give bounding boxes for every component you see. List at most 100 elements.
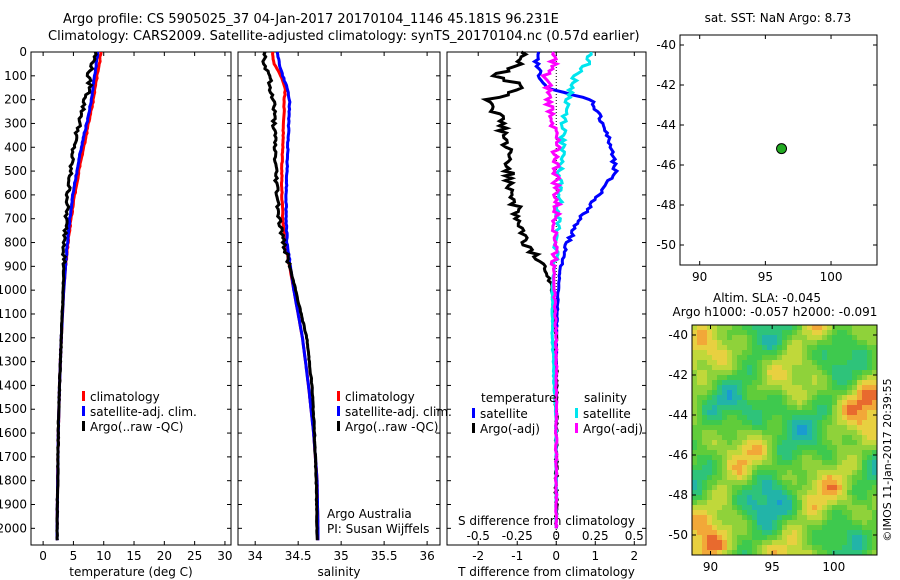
heatmap-cell: [812, 545, 818, 551]
heatmap-cell: [872, 390, 877, 396]
heatmap-cell: [727, 380, 733, 386]
heatmap-cell: [722, 450, 728, 456]
heatmap-cell: [822, 330, 828, 336]
heatmap-cell: [777, 500, 783, 506]
heatmap-cell: [767, 350, 773, 356]
heatmap-cell: [857, 440, 863, 446]
heatmap-cell: [722, 430, 728, 436]
heatmap-cell: [792, 415, 798, 421]
heatmap-cell: [697, 505, 703, 511]
heatmap-cell: [792, 405, 798, 411]
heatmap-cell: [702, 510, 708, 516]
heatmap-cell: [842, 425, 848, 431]
heatmap-cell: [762, 535, 768, 541]
heatmap-cell: [712, 330, 718, 336]
heatmap-cell: [867, 405, 873, 411]
heatmap-cell: [752, 330, 758, 336]
heatmap-cell: [737, 385, 743, 391]
heatmap-cell: [817, 340, 823, 346]
heatmap-cell: [737, 530, 743, 536]
heatmap-cell: [842, 525, 848, 531]
heatmap-cell: [842, 325, 848, 331]
heatmap-cell: [822, 465, 828, 471]
heatmap-cell: [697, 485, 703, 491]
heatmap-cell: [712, 500, 718, 506]
heatmap-cell: [867, 340, 873, 346]
x-tick-label: 100: [820, 270, 843, 284]
heatmap-cell: [777, 400, 783, 406]
y-tick-label: 1800: [0, 474, 27, 488]
heatmap-cell: [727, 335, 733, 341]
heatmap-cell: [807, 330, 813, 336]
heatmap-cell: [717, 330, 723, 336]
heatmap-cell: [792, 400, 798, 406]
heatmap-cell: [767, 360, 773, 366]
heatmap-cell: [742, 425, 748, 431]
heatmap-cell: [867, 345, 873, 351]
heatmap-cell: [852, 540, 858, 546]
heatmap-cell: [852, 430, 858, 436]
heatmap-cell: [737, 450, 743, 456]
heatmap-cell: [832, 495, 838, 501]
heatmap-cell: [817, 545, 823, 551]
heatmap-cell: [822, 385, 828, 391]
heatmap-cell: [712, 530, 718, 536]
heatmap-cell: [772, 345, 778, 351]
heatmap-cell: [732, 530, 738, 536]
heatmap-cell: [727, 475, 733, 481]
heatmap-cell: [702, 390, 708, 396]
heatmap-cell: [712, 465, 718, 471]
heatmap-cell: [762, 360, 768, 366]
heatmap-cell: [862, 480, 868, 486]
heatmap-cell: [692, 465, 698, 471]
heatmap-cell: [707, 430, 713, 436]
heatmap-cell: [782, 520, 788, 526]
heatmap-cell: [692, 530, 698, 536]
heatmap-cell: [692, 420, 698, 426]
heatmap-cell: [737, 505, 743, 511]
heatmap-cell: [747, 475, 753, 481]
heatmap-cell: [772, 510, 778, 516]
heatmap-cell: [802, 520, 808, 526]
heatmap-cell: [872, 540, 877, 546]
heatmap-cell: [787, 535, 793, 541]
heatmap-cell: [732, 430, 738, 436]
heatmap-cell: [722, 370, 728, 376]
heatmap-cell: [867, 530, 873, 536]
heatmap-cell: [757, 545, 763, 551]
heatmap-cell: [727, 340, 733, 346]
heatmap-cell: [872, 365, 877, 371]
heatmap-cell: [827, 370, 833, 376]
heatmap-cell: [772, 350, 778, 356]
heatmap-cell: [717, 460, 723, 466]
heatmap-cell: [752, 355, 758, 361]
heatmap-cell: [852, 460, 858, 466]
heatmap-cell: [782, 450, 788, 456]
heatmap-cell: [777, 370, 783, 376]
heatmap-cell: [797, 380, 803, 386]
heatmap-cell: [697, 530, 703, 536]
heatmap-cell: [817, 500, 823, 506]
heatmap-cell: [842, 495, 848, 501]
heatmap-cell: [722, 490, 728, 496]
heatmap-cell: [862, 515, 868, 521]
heatmap-cell: [742, 480, 748, 486]
heatmap-cell: [822, 435, 828, 441]
heatmap-cell: [837, 545, 843, 551]
heatmap-cell: [797, 505, 803, 511]
heatmap-cell: [792, 505, 798, 511]
heatmap-cell: [782, 495, 788, 501]
heatmap-cell: [727, 425, 733, 431]
heatmap-cell: [702, 460, 708, 466]
x2-tick-label: 0.25: [582, 529, 609, 543]
heatmap-cell: [812, 505, 818, 511]
heatmap-cell: [812, 480, 818, 486]
heatmap-cell: [847, 365, 853, 371]
legend-label: satellite-adj. clim.: [90, 405, 197, 419]
heatmap-cell: [727, 480, 733, 486]
heatmap-cell: [842, 420, 848, 426]
heatmap-cell: [862, 530, 868, 536]
heatmap-cell: [767, 480, 773, 486]
heatmap-cell: [842, 520, 848, 526]
heatmap-cell: [797, 425, 803, 431]
